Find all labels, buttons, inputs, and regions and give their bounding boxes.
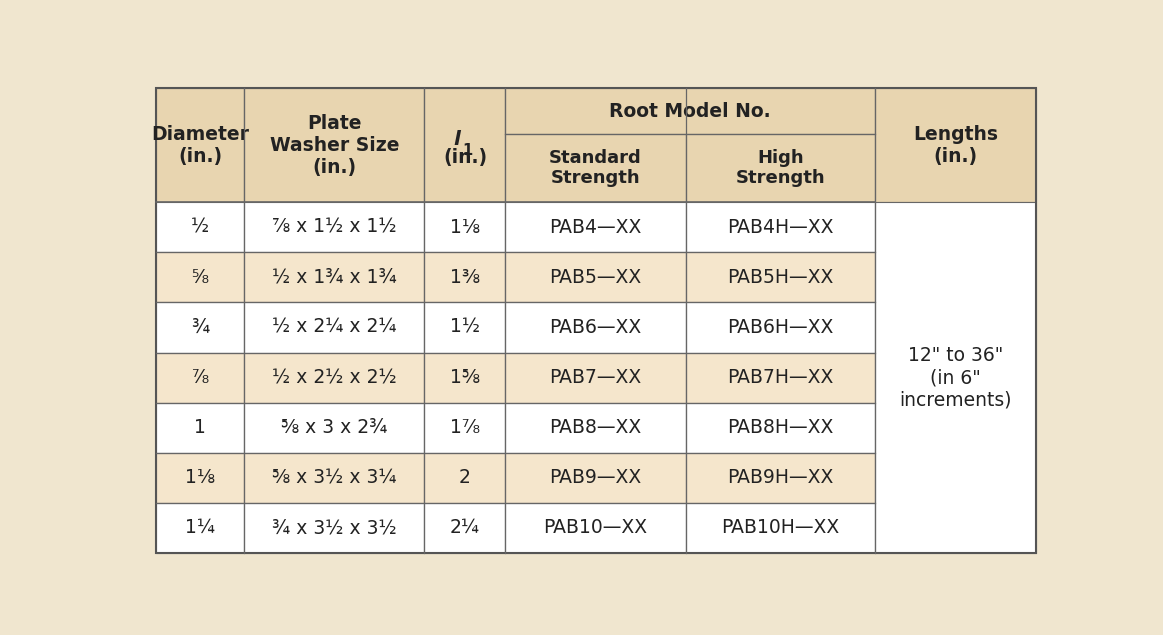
Text: PAB6H—XX: PAB6H—XX	[727, 318, 834, 337]
Bar	[244, 202, 424, 252]
Text: Diameter
(in.): Diameter (in.)	[151, 125, 249, 166]
Text: PAB8H—XX: PAB8H—XX	[727, 418, 834, 437]
Bar	[244, 252, 424, 302]
Bar	[686, 202, 875, 252]
Text: 1⅛: 1⅛	[450, 218, 480, 237]
Bar	[686, 403, 875, 453]
Text: PAB10—XX: PAB10—XX	[543, 518, 648, 537]
Bar	[875, 202, 1036, 553]
Bar	[686, 302, 875, 352]
Bar	[506, 202, 686, 252]
Text: PAB8—XX: PAB8—XX	[549, 418, 642, 437]
Text: ½ x 2¼ x 2¼: ½ x 2¼ x 2¼	[272, 318, 397, 337]
Text: 1¼: 1¼	[185, 518, 215, 537]
Text: Lengths
(in.): Lengths (in.)	[913, 125, 998, 166]
Text: 1⅝: 1⅝	[450, 368, 480, 387]
Text: ⅝ x 3½ x 3¼: ⅝ x 3½ x 3¼	[272, 468, 397, 487]
Text: ⁷⁄₈: ⁷⁄₈	[191, 368, 209, 387]
Bar	[424, 453, 506, 503]
Bar	[875, 88, 1036, 202]
Text: PAB6—XX: PAB6—XX	[549, 318, 642, 337]
Text: ½ x 1¾ x 1¾: ½ x 1¾ x 1¾	[272, 268, 397, 287]
Bar	[506, 403, 686, 453]
Text: l: l	[454, 130, 461, 149]
Bar	[686, 352, 875, 403]
Bar	[424, 302, 506, 352]
Bar	[244, 503, 424, 553]
Bar	[156, 453, 244, 503]
Bar	[686, 252, 875, 302]
Text: ⅝ x 3 x 2¾: ⅝ x 3 x 2¾	[281, 418, 387, 437]
Text: (in.): (in.)	[443, 148, 487, 167]
Bar	[156, 503, 244, 553]
Text: 2¼: 2¼	[450, 518, 480, 537]
Text: Plate
Washer Size
(in.): Plate Washer Size (in.)	[270, 114, 399, 177]
Bar	[244, 403, 424, 453]
Text: ½: ½	[191, 218, 209, 237]
Bar	[244, 302, 424, 352]
Text: High
Strength: High Strength	[735, 149, 825, 187]
Text: PAB7—XX: PAB7—XX	[549, 368, 642, 387]
Bar	[424, 252, 506, 302]
Bar	[686, 453, 875, 503]
Bar	[156, 352, 244, 403]
Text: PAB10H—XX: PAB10H—XX	[721, 518, 840, 537]
Bar	[244, 88, 424, 202]
Bar	[244, 453, 424, 503]
Bar	[244, 352, 424, 403]
Text: PAB4—XX: PAB4—XX	[549, 218, 642, 237]
Text: 1: 1	[194, 418, 206, 437]
Text: Standard
Strength: Standard Strength	[549, 149, 642, 187]
Text: ⅞ x 1½ x 1½: ⅞ x 1½ x 1½	[272, 218, 397, 237]
Bar	[506, 503, 686, 553]
Bar	[424, 202, 506, 252]
Bar	[506, 134, 686, 202]
Text: ½ x 2½ x 2½: ½ x 2½ x 2½	[272, 368, 397, 387]
Bar	[156, 252, 244, 302]
Text: PAB4H—XX: PAB4H—XX	[727, 218, 834, 237]
Bar	[156, 202, 244, 252]
Bar	[424, 403, 506, 453]
Text: PAB5H—XX: PAB5H—XX	[727, 268, 834, 287]
Text: 2: 2	[459, 468, 471, 487]
Text: 12" to 36"
(in 6"
increments): 12" to 36" (in 6" increments)	[899, 346, 1012, 409]
Text: PAB7H—XX: PAB7H—XX	[727, 368, 834, 387]
Bar	[424, 503, 506, 553]
Text: PAB5—XX: PAB5—XX	[549, 268, 642, 287]
Text: ⁵⁄₈: ⁵⁄₈	[191, 268, 209, 287]
Bar	[424, 88, 506, 202]
Bar	[686, 503, 875, 553]
Bar	[156, 88, 244, 202]
Bar	[506, 88, 875, 134]
Text: Root Model No.: Root Model No.	[609, 102, 771, 121]
Text: PAB9—XX: PAB9—XX	[549, 468, 642, 487]
Text: ¾: ¾	[191, 318, 209, 337]
Bar	[156, 302, 244, 352]
Bar	[506, 352, 686, 403]
Bar	[506, 252, 686, 302]
Bar	[424, 352, 506, 403]
Text: 1⁷⁄₈: 1⁷⁄₈	[450, 418, 480, 437]
Bar	[156, 403, 244, 453]
Bar	[686, 134, 875, 202]
Text: PAB9H—XX: PAB9H—XX	[727, 468, 834, 487]
Text: 1½: 1½	[450, 318, 480, 337]
Text: ¾ x 3½ x 3½: ¾ x 3½ x 3½	[272, 518, 397, 537]
Text: 1⅜: 1⅜	[450, 268, 480, 287]
Text: 1⅛: 1⅛	[185, 468, 215, 487]
Text: 1: 1	[462, 143, 472, 157]
Bar	[506, 453, 686, 503]
Bar	[506, 302, 686, 352]
